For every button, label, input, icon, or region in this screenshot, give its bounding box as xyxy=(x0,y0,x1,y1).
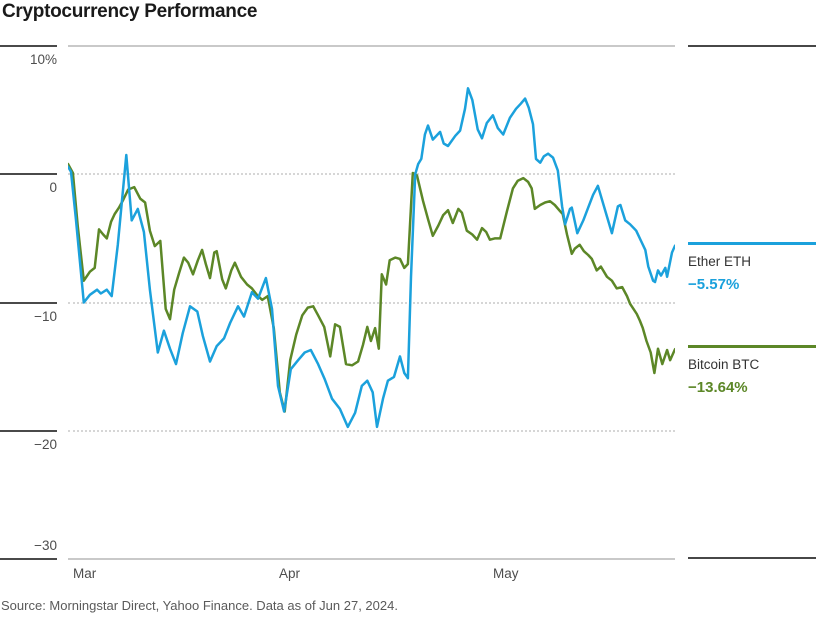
y-tick-label: −10 xyxy=(34,309,57,324)
source-note: Source: Morningstar Direct, Yahoo Financ… xyxy=(1,598,398,613)
ether-eth-line xyxy=(68,87,675,429)
gridline-solid xyxy=(68,45,675,47)
bitcoin-btc-line xyxy=(68,162,675,413)
legend-top-rule xyxy=(688,45,816,47)
y-axis-tick-rule xyxy=(0,45,57,47)
x-tick-label: Mar xyxy=(73,566,97,581)
y-tick-label: 0 xyxy=(49,180,57,195)
bitcoin-btc-swatch-line xyxy=(688,345,816,348)
gridline-solid xyxy=(68,558,675,560)
x-tick-label: May xyxy=(493,566,519,581)
x-tick-label: Apr xyxy=(279,566,301,581)
y-tick-label: 10% xyxy=(29,52,57,67)
ether-eth-return-value: −5.57% xyxy=(688,276,740,293)
y-axis-tick-rule xyxy=(0,173,57,175)
chart-lines-svg xyxy=(68,87,675,429)
bitcoin-btc-return-value: −13.64% xyxy=(688,379,748,396)
y-axis-tick-rule xyxy=(0,430,57,432)
bitcoin-btc-legend-label: Bitcoin BTC xyxy=(688,357,760,372)
page-title: Cryptocurrency Performance xyxy=(2,1,258,22)
y-tick-label: −30 xyxy=(34,538,57,553)
legend-bottom-rule xyxy=(688,557,816,559)
ether-eth-legend-label: Ether ETH xyxy=(688,254,752,269)
gridline-dotted xyxy=(68,302,675,304)
gridline-dotted xyxy=(68,173,675,175)
ether-eth-swatch-line xyxy=(688,242,816,245)
y-axis-tick-rule xyxy=(0,302,57,304)
y-axis-tick-rule xyxy=(0,558,57,560)
gridline-dotted xyxy=(68,430,675,432)
y-tick-label: −20 xyxy=(34,437,57,452)
